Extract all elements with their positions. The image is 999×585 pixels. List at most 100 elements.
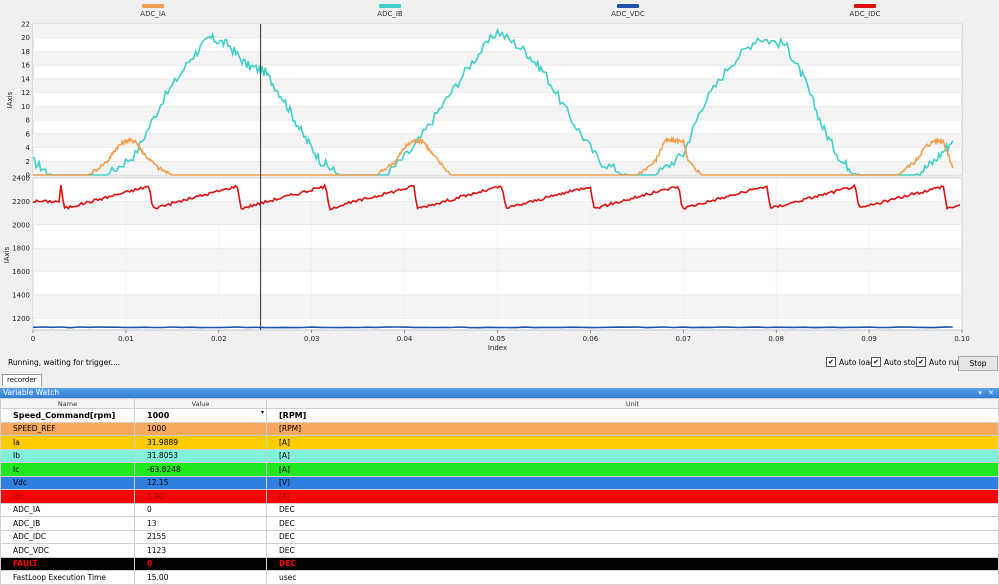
x-tick-label: 0.01 xyxy=(118,335,134,343)
auto-run-checkbox[interactable]: ✔ Auto run xyxy=(916,357,961,367)
cell-name: Speed_Command[rpm] xyxy=(0,408,135,423)
y-tick-label: 1400 xyxy=(12,291,30,299)
cell-name: ADC_IB xyxy=(0,516,135,531)
cell-value[interactable]: 2155 xyxy=(134,529,267,544)
y-tick-label: 16 xyxy=(21,62,30,70)
x-tick-label: 0.02 xyxy=(211,335,227,343)
cell-value[interactable]: 0 xyxy=(134,502,267,517)
tab-recorder[interactable]: recorder xyxy=(2,374,42,386)
cell-name: Ic xyxy=(0,462,135,477)
x-tick-label: 0.03 xyxy=(304,335,320,343)
table-row[interactable]: FastLoop Execution Time 15.00 usec xyxy=(0,570,999,585)
y-tick-label: 0 xyxy=(26,172,30,180)
auto-stop-check-icon: ✔ xyxy=(871,357,881,367)
series-line-adc_ia xyxy=(33,135,954,176)
cell-name: ADC_VDC xyxy=(0,543,135,558)
y-tick-label: 8 xyxy=(26,117,30,125)
cell-name: SPEED_REF xyxy=(0,421,135,436)
x-tick-label: 0.09 xyxy=(861,335,877,343)
y-tick-label: 20 xyxy=(21,34,30,42)
cell-value[interactable]: 15.00 xyxy=(134,570,267,585)
auto-stop-checkbox[interactable]: ✔ Auto stop xyxy=(871,357,920,367)
panel-controls-icon[interactable]: ▾ ✕ xyxy=(978,389,996,397)
table-row[interactable]: SPEED_REF 1000 [RPM] xyxy=(0,421,999,436)
table-row[interactable]: Ia 31.9889 [A] xyxy=(0,435,999,450)
cell-name: Ia xyxy=(0,435,135,450)
table-row[interactable]: Vdc 12.15 [V] xyxy=(0,475,999,490)
auto-load-check-icon: ✔ xyxy=(826,357,836,367)
cell-unit: [RPM] xyxy=(266,408,999,423)
x-tick-label: 0 xyxy=(31,335,35,343)
x-tick-label: 0.04 xyxy=(397,335,413,343)
column-header-value[interactable]: Value xyxy=(134,398,267,409)
y-tick-label: 6 xyxy=(26,130,31,138)
plot-band xyxy=(33,161,962,175)
cell-name: Idc xyxy=(0,489,135,504)
cell-value[interactable]: 1000 ▾ xyxy=(134,408,267,423)
cell-value[interactable]: 0 xyxy=(134,556,267,571)
plot-band xyxy=(33,106,962,121)
y-tick-label: 2 xyxy=(26,158,30,166)
x-axis-label: Index xyxy=(488,344,507,352)
legend-item-adc-ib[interactable]: ADC_IB xyxy=(350,4,430,18)
cell-value[interactable]: 13 xyxy=(134,516,267,531)
table-row[interactable]: ADC_IDC 2155 DEC xyxy=(0,529,999,544)
cell-unit: DEC xyxy=(266,502,999,517)
legend-swatch-ia xyxy=(142,4,164,8)
variable-watch-title: Variable Watch xyxy=(3,388,60,397)
legend-label-vdc: ADC_VDC xyxy=(611,10,645,18)
cell-value[interactable]: 12.15 xyxy=(134,475,267,490)
y-tick-label: 22 xyxy=(21,21,30,29)
legend-item-adc-vdc[interactable]: ADC_VDC xyxy=(588,4,668,18)
legend-label-ib: ADC_IB xyxy=(377,10,403,18)
auto-load-checkbox[interactable]: ✔ Auto load xyxy=(826,357,875,367)
cell-unit: DEC xyxy=(266,543,999,558)
x-tick-label: 0.10 xyxy=(954,335,970,343)
table-row[interactable]: FAULT 0 DEC xyxy=(0,556,999,571)
cell-value[interactable]: -63.8248 xyxy=(134,462,267,477)
y-tick-label: 2200 xyxy=(12,198,30,206)
stop-button[interactable]: Stop xyxy=(958,356,998,371)
cell-unit: [A] xyxy=(266,489,999,504)
cell-name: FAULT xyxy=(0,556,135,571)
legend-item-adc-idc[interactable]: ADC_IDC xyxy=(825,4,905,18)
cell-unit: [A] xyxy=(266,448,999,463)
recorder-chart[interactable]: 0 2 4 6 8 10 12 14 16 18 20 22 1200 1400 1600 1800 2000 2… xyxy=(0,0,999,356)
y-tick-label: 1800 xyxy=(12,245,30,253)
cell-name: FastLoop Execution Time xyxy=(0,570,135,585)
cell-unit: [V] xyxy=(266,475,999,490)
cell-name: Ib xyxy=(0,448,135,463)
y-tick-label: 12 xyxy=(21,89,30,97)
table-row[interactable]: ADC_IA 0 DEC xyxy=(0,502,999,517)
cell-value[interactable]: 31.8053 xyxy=(134,448,267,463)
column-header-unit[interactable]: Unit xyxy=(266,398,999,409)
y-tick-label: 2400 xyxy=(12,175,30,183)
cell-unit: DEC xyxy=(266,556,999,571)
y-tick-label: 10 xyxy=(21,103,30,111)
cell-unit: [A] xyxy=(266,462,999,477)
cell-value[interactable]: 1000 xyxy=(134,421,267,436)
table-row[interactable]: ADC_VDC 1123 DEC xyxy=(0,543,999,558)
table-row[interactable]: Ic -63.8248 [A] xyxy=(0,462,999,477)
y-tick-label: 14 xyxy=(21,75,30,83)
x-tick-label: 0.05 xyxy=(490,335,506,343)
y-tick-label: 18 xyxy=(21,48,30,56)
table-header-row: Name Value Unit xyxy=(0,398,999,409)
cell-value[interactable]: 31.9889 xyxy=(134,435,267,450)
table-row[interactable]: Speed_Command[rpm] 1000 ▾ [RPM] xyxy=(0,408,999,423)
legend-swatch-idc xyxy=(854,4,876,8)
column-header-name[interactable]: Name xyxy=(0,398,135,409)
dropdown-arrow-icon[interactable]: ▾ xyxy=(260,409,264,416)
x-tick-label: 0.08 xyxy=(768,335,784,343)
cell-unit: DEC xyxy=(266,529,999,544)
cell-value[interactable]: 5.90 xyxy=(134,489,267,504)
cell-value[interactable]: 1123 xyxy=(134,543,267,558)
table-row[interactable]: Ib 31.8053 [A] xyxy=(0,448,999,463)
x-tick-label: 0.06 xyxy=(583,335,599,343)
auto-run-check-icon: ✔ xyxy=(916,357,926,367)
table-row[interactable]: Idc 5.90 [A] xyxy=(0,489,999,504)
legend-item-adc-ia[interactable]: ADC_IA xyxy=(113,4,193,18)
variable-watch-table: Name Value Unit Speed_Command[rpm] 1000 ▾[… xyxy=(0,398,999,585)
y-tick-label: 1200 xyxy=(12,315,30,323)
table-row[interactable]: ADC_IB 13 DEC xyxy=(0,516,999,531)
